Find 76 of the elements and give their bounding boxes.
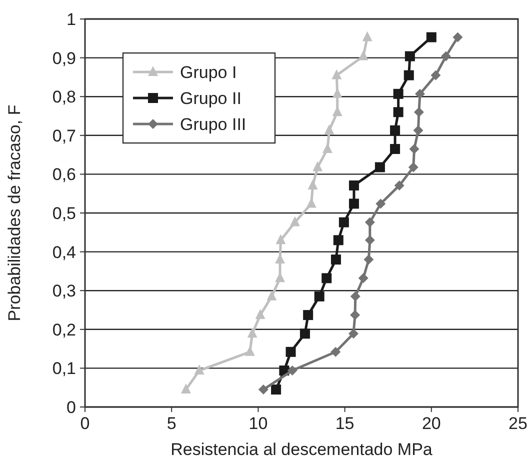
point bbox=[266, 290, 277, 300]
point bbox=[362, 31, 372, 42]
point bbox=[413, 125, 424, 136]
point bbox=[404, 70, 414, 80]
x-tick-label: 5 bbox=[166, 414, 176, 433]
point bbox=[430, 70, 441, 80]
y-tick-label: 0,8 bbox=[52, 88, 76, 107]
point bbox=[300, 328, 310, 339]
point bbox=[426, 32, 436, 42]
point bbox=[276, 234, 286, 244]
legend-label: Grupo II bbox=[180, 88, 242, 108]
point bbox=[324, 124, 334, 134]
point bbox=[376, 198, 386, 209]
y-tick-label: 0,6 bbox=[52, 165, 76, 184]
point bbox=[404, 51, 415, 62]
point bbox=[348, 180, 359, 190]
point bbox=[452, 32, 463, 42]
y-tick-label: 0,5 bbox=[52, 204, 76, 223]
x-tick-label: 20 bbox=[422, 414, 441, 433]
y-axis-title: Probabilidades de fracaso, F bbox=[5, 104, 24, 322]
point bbox=[414, 88, 425, 99]
point bbox=[394, 180, 404, 190]
y-tick-label: 0,4 bbox=[52, 242, 76, 262]
point bbox=[390, 125, 400, 136]
point bbox=[330, 346, 341, 357]
x-tick-label: 25 bbox=[508, 414, 528, 433]
point bbox=[290, 216, 300, 226]
y-tick-label: 0,2 bbox=[52, 320, 76, 340]
y-tick-label: 0,9 bbox=[52, 48, 76, 68]
point bbox=[271, 384, 282, 395]
point bbox=[414, 107, 424, 118]
point bbox=[350, 291, 360, 302]
point bbox=[364, 254, 374, 265]
x-tick-label: 15 bbox=[335, 414, 354, 433]
point bbox=[247, 328, 258, 338]
point bbox=[408, 162, 418, 172]
point bbox=[286, 346, 296, 357]
legend-label: Grupo I bbox=[180, 62, 237, 82]
point bbox=[330, 254, 341, 265]
x-axis-title: Resistencia al descementado MPa bbox=[170, 440, 433, 459]
point bbox=[348, 328, 358, 339]
point bbox=[314, 291, 324, 302]
point bbox=[312, 161, 323, 172]
point bbox=[390, 144, 400, 154]
point bbox=[194, 364, 204, 375]
y-tick-label: 0,1 bbox=[52, 359, 76, 378]
y-tick-label: 0,7 bbox=[52, 126, 76, 146]
point bbox=[358, 273, 368, 284]
point bbox=[364, 235, 375, 246]
point bbox=[322, 142, 332, 153]
point bbox=[308, 179, 318, 190]
point bbox=[303, 310, 314, 320]
point bbox=[393, 107, 404, 118]
point bbox=[374, 162, 385, 172]
point bbox=[393, 88, 404, 99]
point bbox=[258, 384, 268, 395]
point bbox=[364, 217, 375, 228]
point bbox=[440, 51, 451, 62]
y-tick-label: 0 bbox=[66, 398, 76, 417]
point bbox=[255, 309, 266, 320]
point bbox=[409, 144, 420, 154]
legend-label: Grupo III bbox=[180, 114, 246, 134]
point bbox=[322, 273, 332, 284]
point bbox=[348, 198, 359, 209]
point bbox=[180, 384, 191, 394]
point bbox=[287, 366, 298, 376]
point bbox=[333, 235, 344, 246]
point bbox=[332, 69, 342, 80]
y-tick-label: 1 bbox=[66, 10, 76, 29]
x-tick-label: 0 bbox=[80, 414, 90, 433]
point bbox=[350, 310, 360, 320]
y-tick-label: 0,3 bbox=[52, 282, 76, 301]
point bbox=[358, 50, 368, 60]
point bbox=[244, 346, 255, 356]
point bbox=[338, 217, 349, 228]
x-tick-label: 10 bbox=[248, 414, 268, 433]
